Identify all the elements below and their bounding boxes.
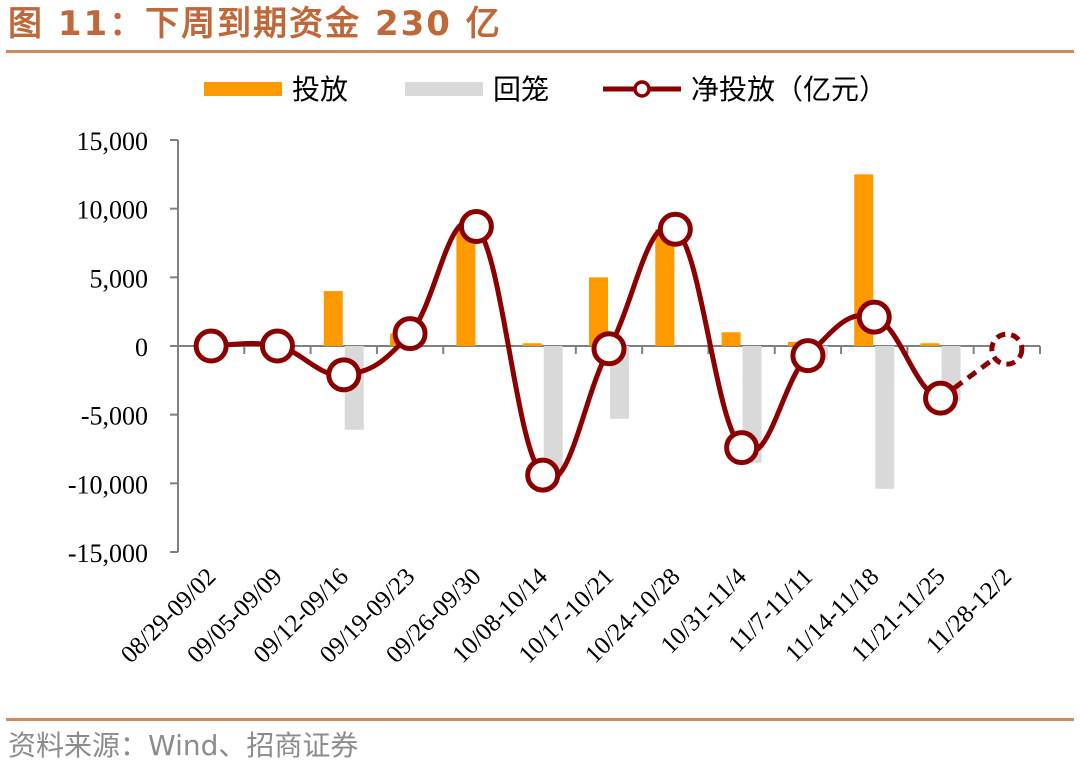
legend-label-withdrawal: 回笼 [493,73,549,106]
plot-area: 15,00010,0005,0000-5,000-10,000-15,00008… [68,127,1041,669]
legend-label-net: 净投放（亿元） [691,73,887,106]
legend-swatch-net-marker [633,80,651,98]
source-divider [6,718,1074,721]
legend-swatch-injection [204,82,282,96]
legend-swatch-withdrawal [405,82,483,96]
source-note: 资料来源：Wind、招商证券 [8,729,359,762]
y-tick-label: -5,000 [81,402,148,431]
net-marker [923,380,959,416]
chart: 投放 回笼 净投放（亿元） 15,000 10,000 5,000 0 -5,000 -1… [68,73,1041,669]
bar-injection [456,226,476,346]
page-title: 图 11：下周到期资金 230 亿 [8,4,502,44]
net-marker [724,430,760,466]
bar-injection [589,277,608,346]
net-marker [525,457,561,493]
net-marker [392,316,428,352]
y-tick-label: 15,000 [77,127,149,156]
net-marker [193,328,229,364]
bar-injection [323,291,343,346]
y-tick-label: -15,000 [68,539,148,568]
chart-legend: 投放 回笼 净投放（亿元） [204,73,887,106]
net-marker-projected [989,331,1025,367]
bar-injection [920,343,940,346]
net-marker [657,211,693,247]
net-marker [458,209,494,245]
y-tick-label: 5,000 [90,264,149,293]
y-tick-label: -10,000 [68,470,148,499]
bar-withdrawal [543,346,563,478]
net-marker [591,331,627,367]
bar-injection [522,343,542,346]
title-divider [6,50,1074,53]
net-marker [259,328,295,364]
net-marker [790,338,826,374]
bar-injection [655,229,675,346]
bar-withdrawal [875,346,895,489]
net-marker [856,299,892,335]
legend-label-injection: 投放 [292,73,348,106]
bar-injection [721,332,741,346]
y-tick-label: 10,000 [77,196,149,225]
net-marker [326,357,362,393]
y-tick-label: 0 [135,333,148,362]
